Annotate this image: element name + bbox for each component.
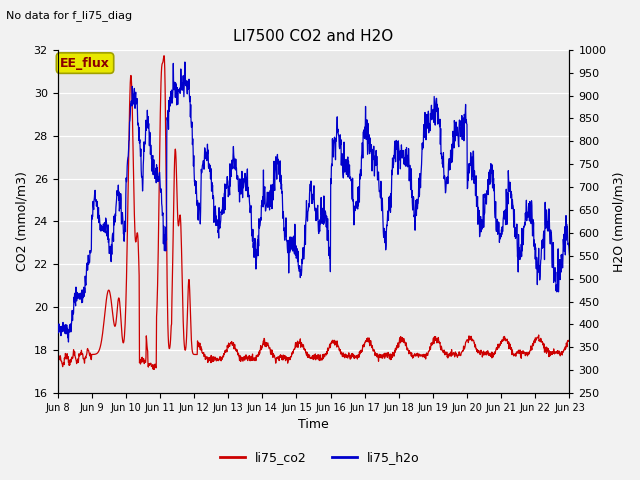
Title: LI7500 CO2 and H2O: LI7500 CO2 and H2O <box>234 29 394 44</box>
Legend: li75_co2, li75_h2o: li75_co2, li75_h2o <box>215 446 425 469</box>
Y-axis label: H2O (mmol/m3): H2O (mmol/m3) <box>612 171 625 272</box>
Text: No data for f_li75_diag: No data for f_li75_diag <box>6 10 132 21</box>
X-axis label: Time: Time <box>298 419 329 432</box>
Text: EE_flux: EE_flux <box>60 57 110 70</box>
Y-axis label: CO2 (mmol/m3): CO2 (mmol/m3) <box>15 171 28 271</box>
